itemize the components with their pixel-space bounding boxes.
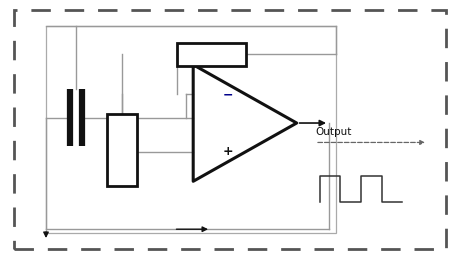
Text: Output: Output <box>314 127 351 137</box>
Bar <box>106 114 137 186</box>
Text: −: − <box>222 88 232 101</box>
Text: +: + <box>222 145 233 158</box>
Bar <box>177 43 246 66</box>
Bar <box>46 26 335 233</box>
